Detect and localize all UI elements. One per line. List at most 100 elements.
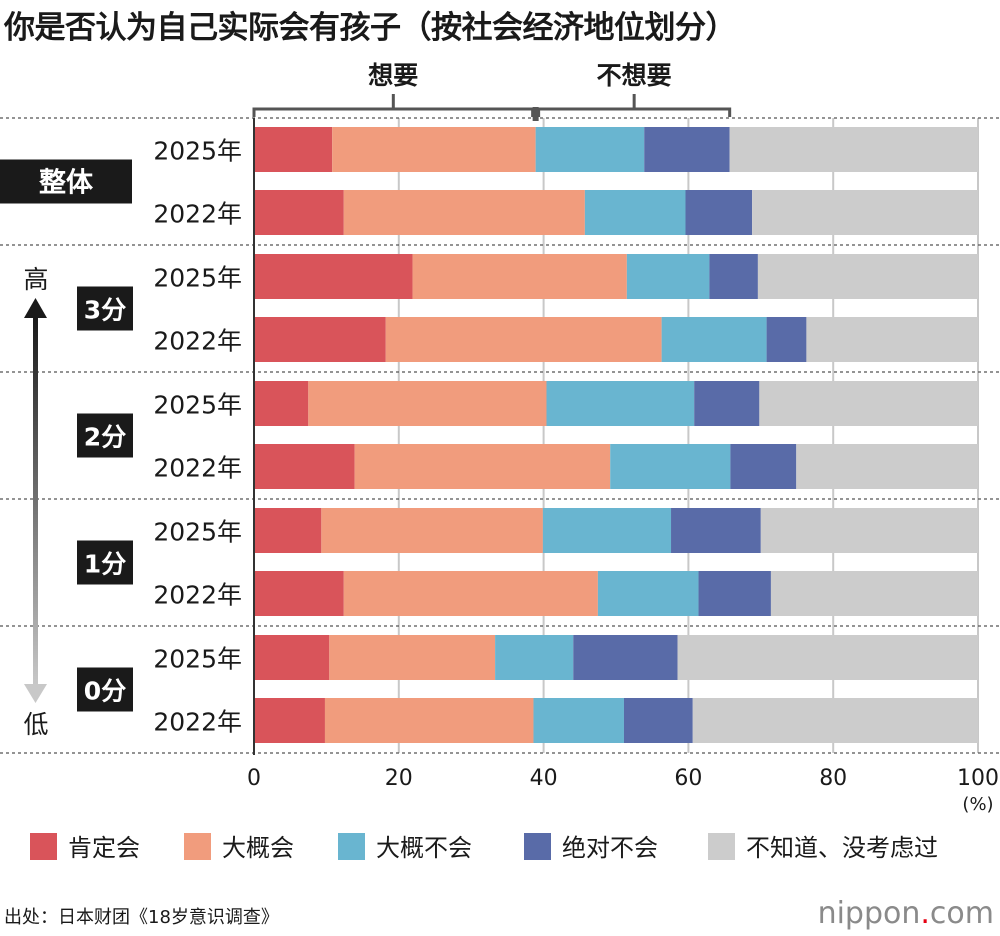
not-want-bracket-label: 不想要 (597, 61, 672, 90)
bar-3分-2022年-肯定会 (254, 317, 386, 362)
legend-swatch (184, 833, 211, 860)
legend-swatch (708, 833, 735, 860)
bar-0分-2022年-绝对不会 (623, 698, 693, 743)
legend-label: 绝对不会 (562, 834, 658, 862)
bar-2分-2025年-肯定会 (254, 381, 309, 426)
x-tick-label: 0 (247, 766, 261, 791)
bar-2分-2025年-大概不会 (546, 381, 695, 426)
x-tick-label: 80 (819, 766, 847, 791)
bar-整体-2022年-大概会 (343, 190, 585, 235)
bar-3分-2022年-大概不会 (661, 317, 767, 362)
bar-1分-2022年-不知道、没考虑过 (770, 571, 978, 616)
bar-3分-2022年-不知道、没考虑过 (806, 317, 978, 362)
bar-整体-2022年-绝对不会 (685, 190, 753, 235)
chart-title: 你是否认为自己实际会有孩子（按社会经济地位划分） (4, 10, 737, 46)
bar-1分-2025年-大概会 (321, 508, 543, 553)
year-label: 2025年 (153, 645, 242, 674)
bar-0分-2025年-绝对不会 (573, 635, 678, 680)
bar-0分-2025年-大概不会 (495, 635, 574, 680)
bar-3分-2025年-不知道、没考虑过 (757, 254, 978, 299)
want-bracket-line (252, 107, 535, 117)
bar-整体-2025年-绝对不会 (644, 127, 730, 172)
bar-整体-2022年-大概不会 (584, 190, 686, 235)
bar-2分-2022年-绝对不会 (730, 444, 797, 489)
bar-整体-2022年-肯定会 (254, 190, 344, 235)
bar-1分-2025年-绝对不会 (671, 508, 761, 553)
bar-整体-2025年-大概会 (332, 127, 536, 172)
bar-3分-2025年-大概会 (412, 254, 627, 299)
bracket-divider (532, 107, 539, 121)
group-badge (0, 159, 132, 204)
bar-3分-2025年-大概不会 (626, 254, 710, 299)
bar-3分-2022年-大概会 (385, 317, 662, 362)
bar-1分-2022年-绝对不会 (698, 571, 771, 616)
bar-2分-2025年-绝对不会 (694, 381, 760, 426)
bar-0分-2022年-肯定会 (254, 698, 325, 743)
x-tick-label: 100 (957, 766, 999, 791)
bar-3分-2025年-肯定会 (254, 254, 413, 299)
x-tick-label: 60 (674, 766, 702, 791)
legend-label: 不知道、没考虑过 (746, 834, 938, 862)
group-badge (77, 540, 133, 585)
group-badge (77, 413, 133, 458)
legend-label: 肯定会 (68, 834, 140, 862)
bar-2分-2022年-大概不会 (610, 444, 731, 489)
bar-0分-2022年-大概不会 (533, 698, 624, 743)
bar-3分-2025年-绝对不会 (709, 254, 758, 299)
year-label: 2025年 (153, 518, 242, 547)
bar-整体-2025年-不知道、没考虑过 (729, 127, 978, 172)
year-label: 2022年 (153, 200, 242, 229)
bar-1分-2025年-大概不会 (542, 508, 672, 553)
bar-1分-2022年-肯定会 (254, 571, 344, 616)
bar-整体-2025年-大概不会 (535, 127, 645, 172)
legend-swatch (30, 833, 57, 860)
arrow-down-head-icon (24, 684, 47, 703)
bar-1分-2025年-肯定会 (254, 508, 322, 553)
year-label: 2022年 (153, 708, 242, 737)
bar-2分-2022年-不知道、没考虑过 (796, 444, 978, 489)
x-tick-label: 20 (385, 766, 413, 791)
bar-1分-2022年-大概会 (343, 571, 598, 616)
group-label: 3分 (84, 296, 126, 325)
logo-dot: . (920, 896, 930, 931)
bar-1分-2025年-不知道、没考虑过 (760, 508, 978, 553)
bar-0分-2025年-大概会 (329, 635, 496, 680)
nippon-logo: nippon.com (818, 896, 994, 931)
source-note: 出处：日本财团《18岁意识调查》 (4, 907, 279, 928)
arrow-bottom-label: 低 (23, 710, 48, 739)
arrow-shaft (33, 318, 38, 686)
group-label: 1分 (84, 550, 126, 579)
arrow-up-head-icon (24, 298, 47, 318)
logo-tld: com (929, 896, 994, 931)
bar-0分-2025年-不知道、没考虑过 (677, 635, 978, 680)
bar-3分-2022年-绝对不会 (766, 317, 807, 362)
group-badge (77, 286, 133, 331)
group-label: 0分 (84, 677, 126, 706)
year-label: 2022年 (153, 581, 242, 610)
bar-0分-2025年-肯定会 (254, 635, 330, 680)
year-label: 2022年 (153, 327, 242, 356)
year-label: 2025年 (153, 264, 242, 293)
year-label: 2022年 (153, 454, 242, 483)
bar-整体-2022年-不知道、没考虑过 (752, 190, 978, 235)
group-badge (77, 667, 133, 712)
group-label: 2分 (84, 423, 126, 452)
year-label: 2025年 (153, 391, 242, 420)
not-want-bracket-line (537, 107, 732, 117)
bar-整体-2025年-肯定会 (254, 127, 333, 172)
bar-0分-2022年-大概会 (324, 698, 534, 743)
group-label: 整体 (39, 168, 94, 199)
arrow-top-label: 高 (23, 265, 48, 294)
bar-2分-2025年-不知道、没考虑过 (759, 381, 978, 426)
bar-2分-2022年-肯定会 (254, 444, 355, 489)
x-tick-label: 40 (530, 766, 558, 791)
bar-1分-2022年-大概不会 (597, 571, 699, 616)
want-bracket-label: 想要 (368, 61, 418, 90)
unit-label: (%) (962, 794, 993, 815)
bar-2分-2025年-大概会 (308, 381, 547, 426)
year-label: 2025年 (153, 137, 242, 166)
legend-label: 大概会 (222, 834, 294, 862)
logo-name: nippon (817, 896, 921, 931)
legend-swatch (524, 833, 551, 860)
